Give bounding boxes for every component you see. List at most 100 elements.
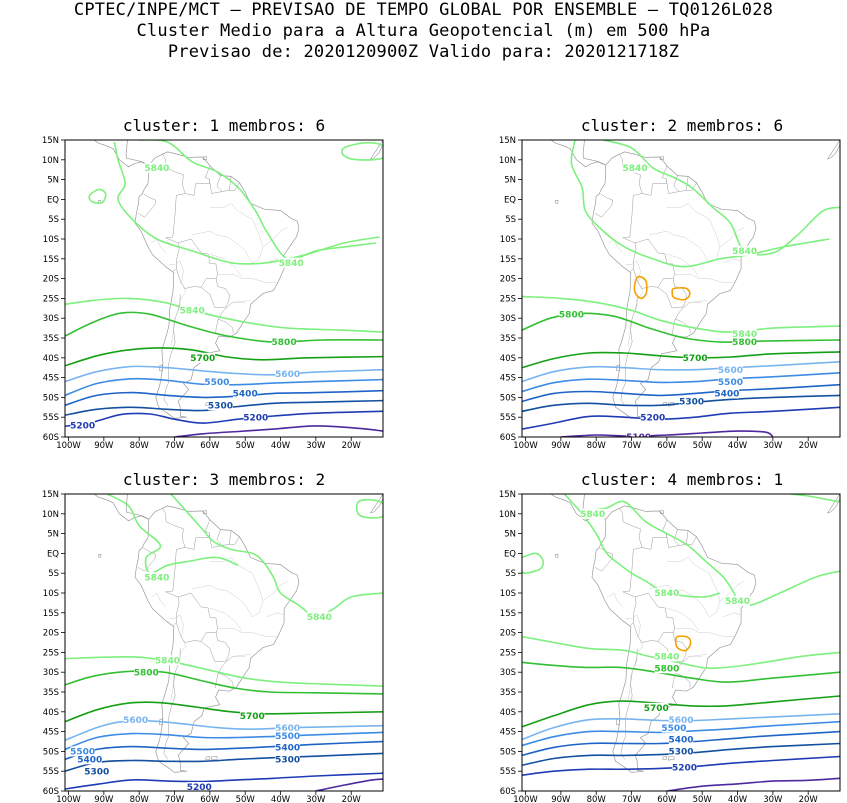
country-border (686, 536, 697, 545)
country-border (208, 178, 223, 194)
island-outline (158, 718, 163, 726)
contour-5600 (522, 361, 840, 383)
contour-label-bg (233, 388, 258, 399)
country-border (633, 268, 674, 289)
lon-label: 60W (657, 441, 677, 448)
lat-label: 50S (500, 747, 516, 757)
contour-label-bg (278, 257, 304, 268)
contour-label-5840: 5840 (180, 306, 205, 316)
country-border (594, 547, 614, 572)
contour-label-bg (732, 336, 757, 347)
contour-label-bg (718, 376, 743, 387)
contour-5400 (65, 389, 383, 407)
contour-5700 (65, 347, 383, 367)
contour-label-bg (275, 754, 300, 765)
island-outline (615, 364, 620, 372)
island-outline (97, 553, 102, 558)
lat-label: 60S (43, 433, 59, 443)
anomaly-contour (671, 287, 691, 301)
country-border (137, 193, 157, 218)
contour-5200 (65, 410, 383, 428)
state-border (666, 557, 721, 613)
country-border (621, 215, 637, 272)
lon-label: 60W (200, 795, 220, 802)
contour-label-bg (718, 364, 743, 375)
contour-label-bg (661, 722, 687, 733)
contour-label-5840: 5840 (623, 164, 648, 174)
contour-5100 (666, 777, 840, 791)
contour-5300 (522, 394, 840, 413)
country-border (162, 507, 186, 571)
state-border (719, 580, 745, 602)
lat-label: 10S (43, 235, 59, 245)
contour-label-bg (559, 309, 584, 320)
state-border (666, 253, 699, 277)
panel-2-map: 5840584058405800580057005600550054005300… (499, 136, 841, 448)
contour-label-5840: 5840 (732, 330, 757, 340)
contour-label-bg (187, 782, 212, 791)
country-border (164, 215, 180, 272)
contour-5700 (522, 351, 840, 369)
lon-label: 20W (799, 441, 819, 448)
contour-label-5800: 5800 (559, 310, 584, 320)
topography-line (169, 260, 187, 346)
contour-label-bg (679, 396, 704, 407)
lat-label: 50S (500, 393, 516, 403)
contour-label-5600: 5600 (275, 724, 300, 734)
contour-label-5300: 5300 (275, 756, 300, 766)
lat-label: 35S (500, 688, 516, 698)
contour-label-bg (580, 508, 605, 519)
map-frame (521, 493, 841, 792)
topography-line (169, 614, 187, 700)
header-line-1: CPTEC/INPE/MCT – PREVISAO DE TEMPO GLOBA… (73, 0, 774, 20)
map-frame (64, 139, 384, 438)
contour-5200 (65, 772, 383, 790)
island-outline (794, 140, 796, 141)
contour-5840 (522, 552, 545, 575)
contour-label-5200: 5200 (70, 421, 95, 431)
contour-label-bg (190, 352, 215, 363)
lon-label: 90W (551, 795, 571, 802)
island-outline (659, 156, 665, 161)
contour-label-5600: 5600 (123, 716, 148, 726)
state-border (217, 628, 277, 637)
figure-header: CPTEC/INPE/MCT – PREVISAO DE TEMPO GLOBA… (0, 0, 847, 63)
contour-5400 (522, 383, 840, 403)
topography-line (608, 592, 623, 608)
country-border (673, 529, 689, 546)
contour-label-bg (654, 588, 680, 598)
contour-label-5840: 5840 (732, 247, 757, 257)
lon-label: 80W (587, 441, 607, 448)
country-border (665, 178, 680, 194)
lat-label: 35S (43, 688, 59, 698)
contour-label-5200: 5200 (672, 763, 697, 773)
lon-label: 90W (94, 441, 114, 448)
lat-label: EQ (504, 195, 516, 205)
contour-label-bg (668, 746, 694, 757)
lat-label: 25S (43, 648, 59, 658)
lat-label: 5N (504, 176, 516, 186)
topography-line (151, 238, 166, 254)
contour-5840 (65, 655, 383, 687)
panel-3-title: cluster: 3 membros: 2 (122, 470, 326, 489)
central-america-coastline (93, 140, 149, 168)
contour-label-bg (204, 376, 230, 387)
lon-label: 100W (513, 441, 538, 448)
header-line-2: Cluster Medio para a Altura Geopotencial… (136, 21, 711, 41)
contour-5840 (603, 140, 840, 256)
lon-label: 50W (693, 441, 713, 448)
contour-5840 (592, 500, 840, 606)
contour-5840 (570, 140, 830, 268)
contour-5700 (65, 701, 383, 723)
lon-label: 80W (587, 795, 607, 802)
lon-label: 30W (306, 795, 326, 802)
contour-label-bg (123, 714, 148, 725)
contour-5500 (522, 720, 840, 747)
state-border (723, 612, 741, 617)
contour-5840 (88, 188, 107, 204)
contour-label-5200: 5200 (187, 783, 212, 793)
island-outline (337, 140, 339, 141)
lat-label: 40S (43, 708, 59, 718)
lat-label: 5S (48, 569, 59, 579)
country-border (672, 318, 676, 335)
